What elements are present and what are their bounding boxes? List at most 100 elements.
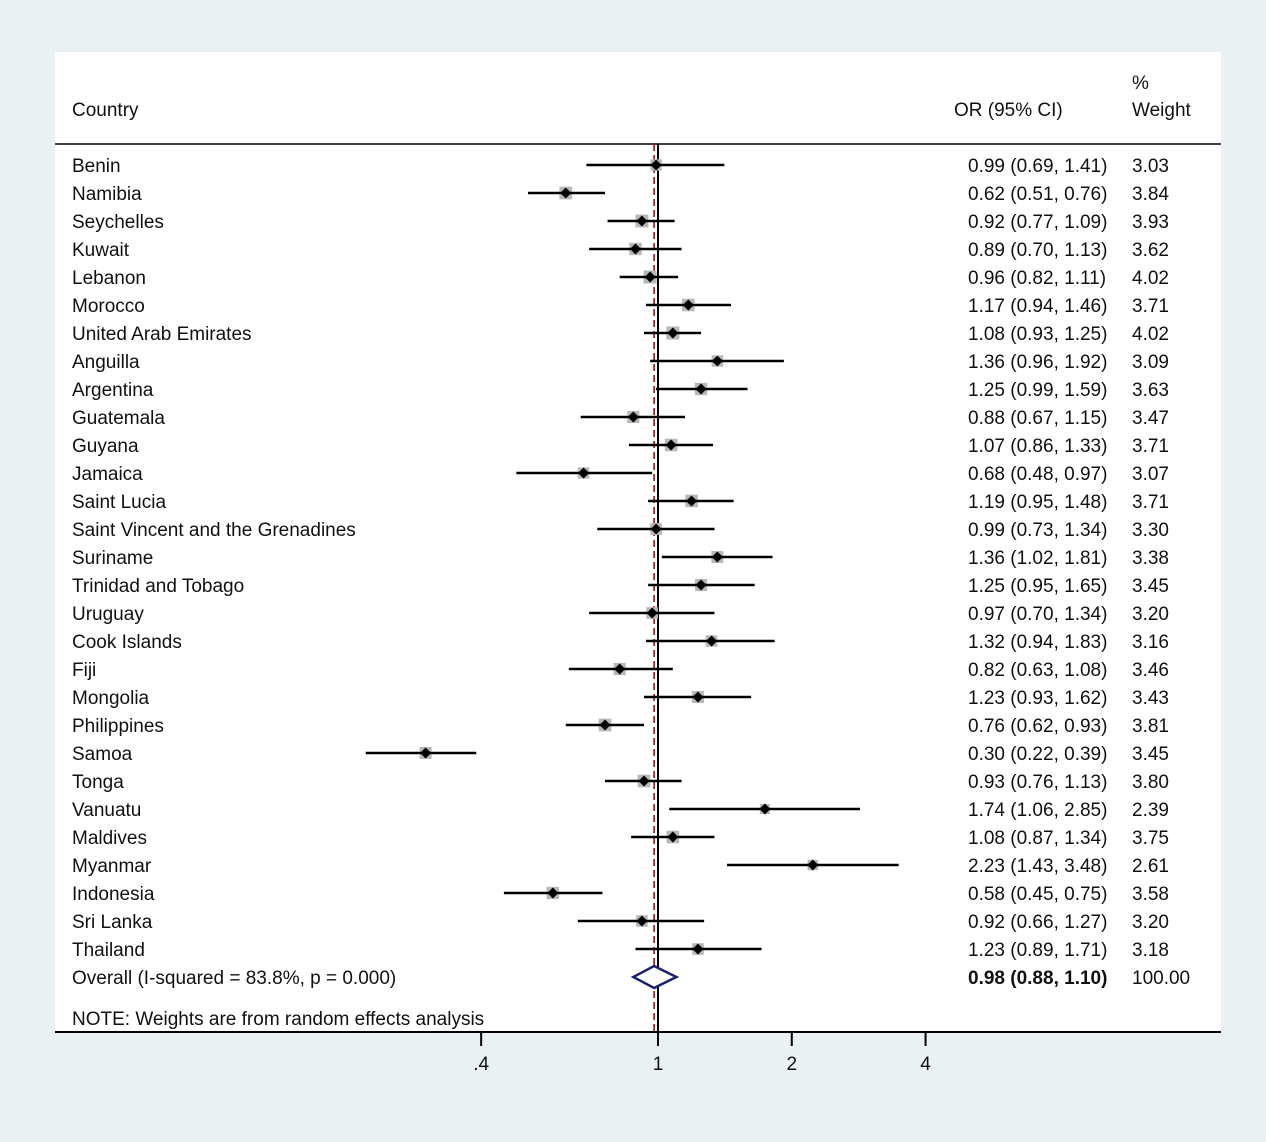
study-or-ci: 0.82 (0.63, 1.08) — [968, 660, 1107, 681]
study-country-label: Saint Vincent and the Grenadines — [72, 520, 356, 541]
study-or-ci: 0.88 (0.67, 1.15) — [968, 408, 1107, 429]
header-or-ci: OR (95% CI) — [954, 100, 1063, 121]
study-row: Cook Islands 1.32 (0.94, 1.83) 3.16 — [72, 632, 1169, 653]
study-point-estimate — [706, 635, 718, 647]
study-country-label: Anguilla — [72, 352, 140, 373]
study-country-label: Saint Lucia — [72, 492, 166, 513]
study-point-estimate — [692, 691, 704, 703]
study-country-label: Argentina — [72, 380, 154, 401]
study-weight: 3.09 — [1132, 352, 1169, 373]
study-or-ci: 0.62 (0.51, 0.76) — [968, 184, 1107, 205]
study-row: Fiji 0.82 (0.63, 1.08) 3.46 — [72, 660, 1169, 681]
study-row: Tonga 0.93 (0.76, 1.13) 3.80 — [72, 772, 1169, 793]
study-point-estimate — [638, 775, 650, 787]
study-country-label: Suriname — [72, 548, 153, 569]
study-weight: 4.02 — [1132, 268, 1169, 289]
study-point-estimate — [578, 467, 590, 479]
study-row: Saint Vincent and the Grenadines 0.99 (0.… — [72, 520, 1169, 541]
study-row: Lebanon 0.96 (0.82, 1.11) 4.02 — [72, 268, 1169, 289]
study-weight: 3.46 — [1132, 660, 1169, 681]
study-weight: 3.71 — [1132, 492, 1169, 513]
study-or-ci: 1.25 (0.99, 1.59) — [968, 380, 1107, 401]
header-country: Country — [72, 100, 139, 121]
study-country-label: Samoa — [72, 744, 133, 765]
study-or-ci: 0.76 (0.62, 0.93) — [968, 716, 1107, 737]
study-row: Anguilla 1.36 (0.96, 1.92) 3.09 — [72, 352, 1169, 373]
forest-plot: Country OR (95% CI) % Weight Benin 0.99 (… — [55, 73, 1221, 1032]
study-weight: 3.03 — [1132, 156, 1169, 177]
study-or-ci: 1.07 (0.86, 1.33) — [968, 436, 1107, 457]
study-point-estimate — [650, 523, 662, 535]
study-country-label: Indonesia — [72, 884, 155, 905]
study-row: Kuwait 0.89 (0.70, 1.13) 3.62 — [72, 240, 1169, 261]
study-point-estimate — [807, 859, 819, 871]
study-or-ci: 2.23 (1.43, 3.48) — [968, 856, 1107, 877]
study-country-label: Guatemala — [72, 408, 165, 429]
study-point-estimate — [695, 383, 707, 395]
x-tick-label: 4 — [920, 1054, 931, 1075]
header-weight: Weight — [1132, 100, 1192, 121]
study-country-label: Philippines — [72, 716, 164, 737]
study-or-ci: 1.36 (0.96, 1.92) — [968, 352, 1107, 373]
note-text: NOTE: Weights are from random effects an… — [72, 1009, 484, 1030]
study-point-estimate — [630, 243, 642, 255]
study-weight: 3.45 — [1132, 744, 1169, 765]
study-row: Maldives 1.08 (0.87, 1.34) 3.75 — [72, 828, 1169, 849]
study-or-ci: 0.92 (0.77, 1.09) — [968, 212, 1107, 233]
study-point-estimate — [644, 271, 656, 283]
study-weight: 3.38 — [1132, 548, 1169, 569]
study-weight: 3.75 — [1132, 828, 1169, 849]
x-axis-ticks: .4 1 2 4 — [473, 1032, 931, 1075]
study-or-ci: 1.74 (1.06, 2.85) — [968, 800, 1107, 821]
study-or-ci: 1.19 (0.95, 1.48) — [968, 492, 1107, 513]
study-point-estimate — [636, 215, 648, 227]
study-country-label: Guyana — [72, 436, 139, 457]
study-country-label: Trinidad and Tobago — [72, 576, 244, 597]
study-row: United Arab Emirates 1.08 (0.93, 1.25) 4.0… — [72, 324, 1169, 345]
study-point-estimate — [686, 495, 698, 507]
study-weight: 3.80 — [1132, 772, 1169, 793]
forest-plot-panel: Country OR (95% CI) % Weight Benin 0.99 (… — [55, 52, 1221, 1032]
study-row: Seychelles 0.92 (0.77, 1.09) 3.93 — [72, 212, 1169, 233]
study-or-ci: 0.99 (0.69, 1.41) — [968, 156, 1107, 177]
study-country-label: Thailand — [72, 940, 145, 961]
study-or-ci: 0.89 (0.70, 1.13) — [968, 240, 1107, 261]
study-row: Myanmar 2.23 (1.43, 3.48) 2.61 — [72, 856, 1169, 877]
overall-diamond — [630, 964, 680, 990]
study-or-ci: 1.36 (1.02, 1.81) — [968, 548, 1107, 569]
study-or-ci: 0.30 (0.22, 0.39) — [968, 744, 1107, 765]
study-row: Benin 0.99 (0.69, 1.41) 3.03 — [72, 156, 1169, 177]
study-weight: 3.45 — [1132, 576, 1169, 597]
study-point-estimate — [599, 719, 611, 731]
x-tick-label: .4 — [473, 1054, 489, 1075]
study-weight: 3.07 — [1132, 464, 1169, 485]
study-point-estimate — [711, 355, 723, 367]
study-country-label: Morocco — [72, 296, 145, 317]
study-weight: 2.39 — [1132, 800, 1169, 821]
x-tick-label: 1 — [653, 1054, 664, 1075]
study-weight: 3.43 — [1132, 688, 1169, 709]
study-or-ci: 0.58 (0.45, 0.75) — [968, 884, 1107, 905]
study-point-estimate — [627, 411, 639, 423]
study-weight: 3.63 — [1132, 380, 1169, 401]
overall-weight: 100.00 — [1132, 968, 1190, 989]
study-or-ci: 1.32 (0.94, 1.83) — [968, 632, 1107, 653]
study-weight: 3.71 — [1132, 296, 1169, 317]
study-or-ci: 0.93 (0.76, 1.13) — [968, 772, 1107, 793]
study-country-label: Sri Lanka — [72, 912, 153, 933]
overall-label: Overall (I-squared = 83.8%, p = 0.000) — [72, 968, 396, 989]
study-country-label: Vanuatu — [72, 800, 141, 821]
study-weight: 3.81 — [1132, 716, 1169, 737]
study-point-estimate — [650, 159, 662, 171]
study-country-label: Maldives — [72, 828, 147, 849]
study-country-label: United Arab Emirates — [72, 324, 252, 345]
study-weight: 3.20 — [1132, 912, 1169, 933]
study-row: Argentina 1.25 (0.99, 1.59) 3.63 — [72, 380, 1169, 401]
study-weight: 3.71 — [1132, 436, 1169, 457]
study-weight: 3.47 — [1132, 408, 1169, 429]
study-weight: 3.30 — [1132, 520, 1169, 541]
study-weight: 3.58 — [1132, 884, 1169, 905]
study-or-ci: 1.23 (0.93, 1.62) — [968, 688, 1107, 709]
study-point-estimate — [695, 579, 707, 591]
study-point-estimate — [636, 915, 648, 927]
